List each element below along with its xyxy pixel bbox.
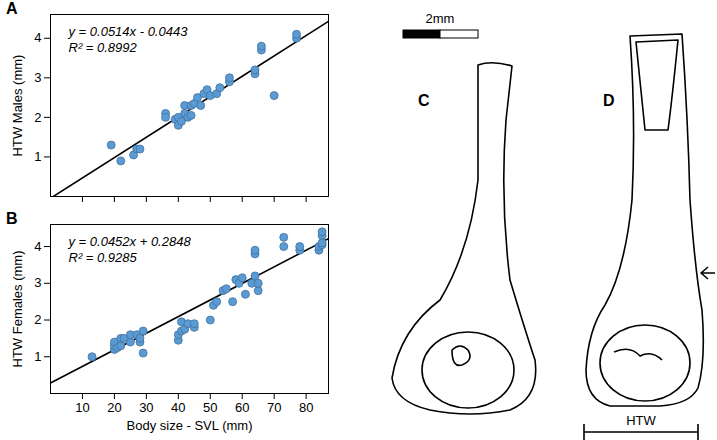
svg-text:HTW: HTW (626, 413, 656, 428)
svg-text:70: 70 (267, 400, 281, 415)
svg-text:Body size - SVL (mm): Body size - SVL (mm) (127, 418, 253, 433)
svg-text:20: 20 (107, 400, 121, 415)
svg-text:10: 10 (75, 400, 89, 415)
svg-text:60: 60 (235, 400, 249, 415)
svg-text:40: 40 (171, 400, 185, 415)
svg-text:4: 4 (34, 30, 41, 45)
svg-text:30: 30 (139, 400, 153, 415)
html-text:A: A (6, 0, 18, 17)
svg-text:D: D (603, 92, 615, 109)
svg-text:3: 3 (34, 70, 41, 85)
svg-text:y = 0.0514x - 0.0443R² = 0.899: y = 0.0514x - 0.0443R² = 0.8992 (68, 24, 189, 55)
svg-text:4: 4 (34, 239, 41, 254)
svg-text:80: 80 (299, 400, 313, 415)
svg-text:1: 1 (34, 149, 41, 164)
svg-text:2: 2 (34, 312, 41, 327)
svg-text:y = 0.0452x + 0.2848R² = 0.928: y = 0.0452x + 0.2848R² = 0.9285 (68, 234, 192, 265)
html-text:B: B (6, 210, 18, 227)
svg-text:3: 3 (34, 275, 41, 290)
svg-text:1: 1 (34, 349, 41, 364)
svg-text:2mm: 2mm (426, 11, 455, 26)
svg-text:HTW Females (mm): HTW Females (mm) (10, 251, 25, 368)
svg-text:2: 2 (34, 110, 41, 125)
svg-text:50: 50 (203, 400, 217, 415)
svg-text:C: C (418, 92, 430, 109)
svg-text:HTW Males (mm): HTW Males (mm) (10, 55, 25, 157)
